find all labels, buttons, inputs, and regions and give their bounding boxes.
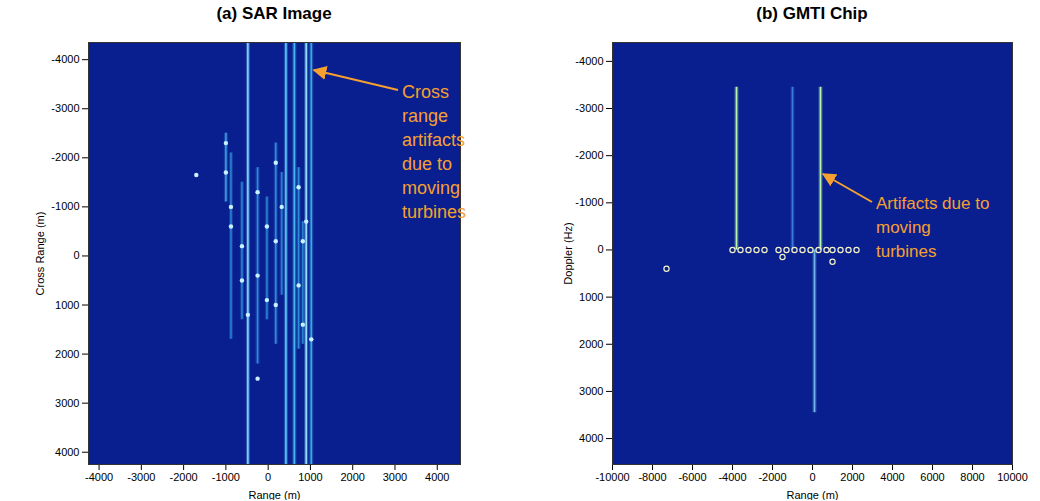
svg-text:0: 0: [73, 249, 79, 261]
html-text:artifacts: artifacts: [402, 130, 465, 150]
svg-text:-1000: -1000: [212, 471, 240, 483]
svg-text:-3000: -3000: [51, 102, 79, 114]
svg-text:-4000: -4000: [575, 55, 603, 67]
svg-text:-2000: -2000: [758, 471, 786, 483]
svg-text:Range (m): Range (m): [787, 489, 839, 501]
svg-text:3000: 3000: [579, 385, 603, 397]
svg-text:4000: 4000: [425, 471, 449, 483]
svg-text:1000: 1000: [55, 299, 79, 311]
svg-text:2000: 2000: [579, 338, 603, 350]
svg-text:4000: 4000: [880, 471, 904, 483]
html-text:moving: moving: [876, 218, 931, 237]
svg-text:3000: 3000: [55, 397, 79, 409]
svg-text:-4000: -4000: [85, 471, 113, 483]
svg-text:8000: 8000: [960, 471, 984, 483]
svg-text:1000: 1000: [579, 291, 603, 303]
svg-text:-2000: -2000: [51, 151, 79, 163]
svg-text:-4000: -4000: [718, 471, 746, 483]
html-text:range: range: [402, 106, 448, 126]
svg-text:0: 0: [265, 471, 271, 483]
svg-text:Doppler (Hz): Doppler (Hz): [562, 222, 574, 284]
svg-text:-10000: -10000: [595, 471, 629, 483]
svg-text:0: 0: [809, 471, 815, 483]
svg-text:-6000: -6000: [678, 471, 706, 483]
svg-text:-2000: -2000: [170, 471, 198, 483]
svg-text:2000: 2000: [840, 471, 864, 483]
svg-text:2000: 2000: [55, 348, 79, 360]
svg-text:3000: 3000: [383, 471, 407, 483]
svg-text:4000: 4000: [55, 446, 79, 458]
html-text:due to: due to: [402, 154, 452, 174]
svg-text:-1000: -1000: [51, 200, 79, 212]
html-text:turbines: turbines: [402, 202, 466, 222]
svg-text:10000: 10000: [997, 471, 1028, 483]
svg-text:2000: 2000: [340, 471, 364, 483]
svg-text:-4000: -4000: [51, 53, 79, 65]
svg-text:4000: 4000: [579, 432, 603, 444]
svg-text:-3000: -3000: [575, 102, 603, 114]
html-text:(a) SAR Image: (a) SAR Image: [216, 4, 332, 23]
svg-text:1000: 1000: [298, 471, 322, 483]
svg-text:-8000: -8000: [638, 471, 666, 483]
svg-text:-2000: -2000: [575, 149, 603, 161]
html-text:Artifacts due to: Artifacts due to: [876, 194, 990, 213]
html-text:Cross: Cross: [402, 82, 449, 102]
svg-text:0: 0: [597, 243, 603, 255]
html-text:moving: moving: [402, 178, 460, 198]
svg-text:-3000: -3000: [127, 471, 155, 483]
svg-text:6000: 6000: [920, 471, 944, 483]
html-text:turbines: turbines: [876, 242, 937, 261]
svg-text:Cross Range (m): Cross Range (m): [34, 212, 46, 296]
html-text:(b) GMTI Chip: (b) GMTI Chip: [756, 4, 868, 23]
svg-text:Range (m): Range (m): [249, 489, 301, 501]
svg-text:-1000: -1000: [575, 196, 603, 208]
